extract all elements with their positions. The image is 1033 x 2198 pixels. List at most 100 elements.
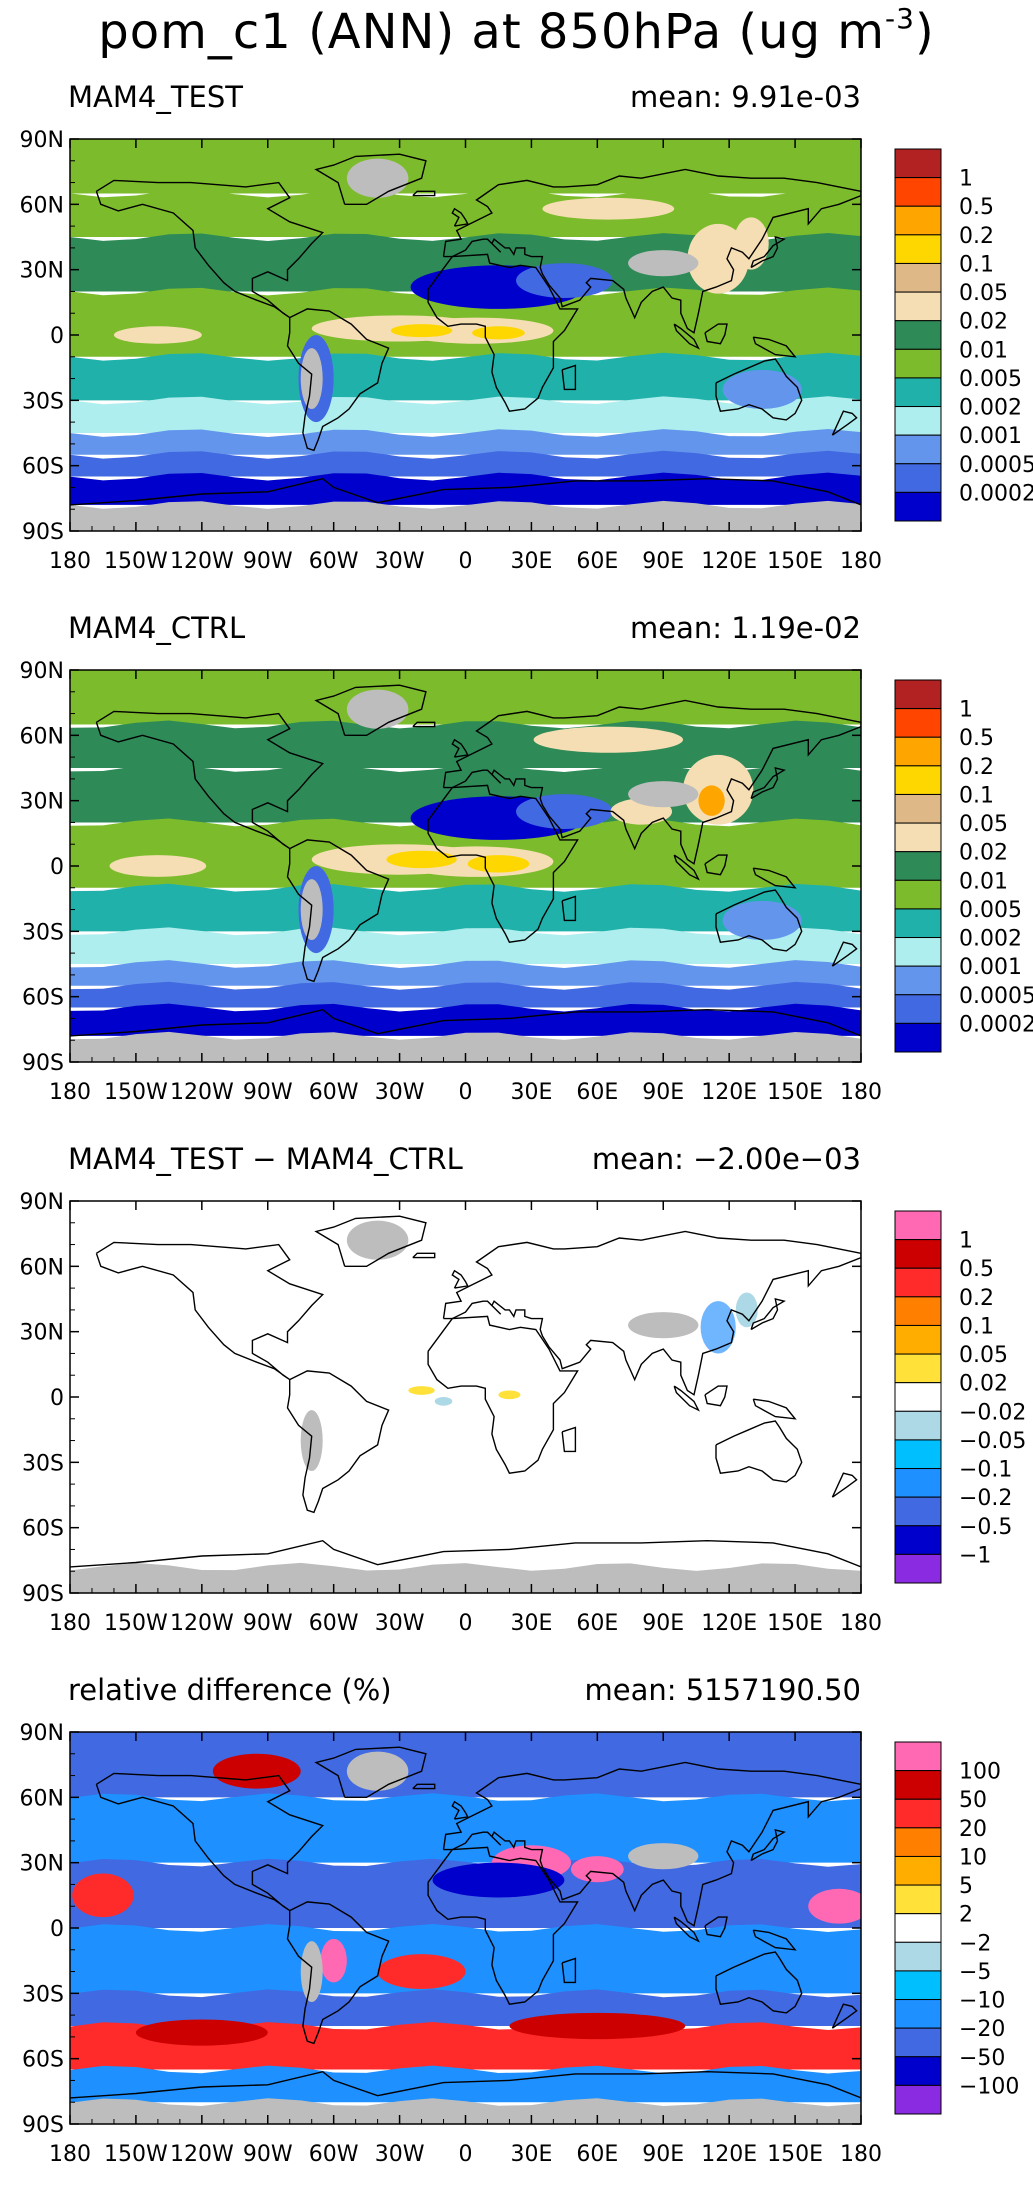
coastline-sumatra	[673, 323, 700, 350]
colorbar-label: −20	[959, 2017, 1005, 2042]
y-tick-label: 0	[50, 1917, 64, 1942]
colorbar-box	[894, 1770, 942, 1800]
colorbar-label: 0.0005	[959, 453, 1033, 478]
x-tick-label: 150W	[104, 2142, 168, 2167]
colorbar-box	[894, 1941, 942, 1972]
colorbar-box	[894, 1382, 942, 1412]
field-feature	[346, 1751, 409, 1791]
colorbar-box	[894, 1239, 942, 1269]
x-tick-label: 90E	[642, 1080, 684, 1105]
colorbar-label: 0.2	[959, 1286, 994, 1311]
colorbar-box	[894, 491, 942, 522]
coastline-greenland	[314, 1215, 427, 1268]
field-feature	[628, 1312, 699, 1339]
colorbar-label: −0.5	[959, 1515, 1012, 1540]
figure-title: pom_c1 (ANN) at 850hPa (ug m-3)	[0, 0, 1033, 70]
colorbar-box	[894, 406, 942, 436]
colorbar-box	[894, 1525, 942, 1555]
field-feature	[516, 794, 613, 829]
field-feature	[700, 1301, 736, 1354]
colorbar-box	[894, 736, 942, 767]
zonal-band	[70, 960, 861, 986]
colorbar-box	[894, 879, 942, 910]
colorbar-box	[894, 434, 942, 465]
coastline-south-america	[286, 839, 390, 983]
colorbar-label: 50	[959, 1788, 987, 1813]
field-layer	[70, 1732, 861, 2124]
colorbar-label: 0.5	[959, 1257, 994, 1282]
coastline-new-zealand	[831, 2003, 858, 2029]
x-tick-label: 180	[49, 2142, 91, 2167]
field-feature	[346, 158, 409, 198]
colorbar-box	[894, 822, 942, 853]
colorbar-label: 0.05	[959, 1343, 1008, 1368]
x-tick-label: 0	[459, 1611, 473, 1636]
coastline-antarctica	[70, 1008, 861, 1037]
colorbar-box	[894, 765, 942, 795]
zonal-band	[70, 981, 861, 1008]
map-plot-ctrl: 180 150W 120W 90W 60W 30W 0 30E 60E 90E 120E 150E 18…	[20, 659, 1033, 1105]
y-tick-label: 0	[50, 324, 64, 349]
zonal-band	[70, 1989, 861, 2026]
coastline-africa	[427, 1846, 579, 2005]
y-tick-label: 60N	[20, 1786, 64, 1811]
x-tick-label: 60E	[576, 2142, 618, 2167]
y-tick-label: 90N	[20, 128, 64, 153]
x-tick-label: 60E	[576, 1080, 618, 1105]
x-tick-label: 30W	[375, 549, 425, 574]
x-tick-label: 60W	[309, 1080, 359, 1105]
colorbar-box	[894, 177, 942, 207]
colorbar-box	[894, 994, 942, 1024]
colorbar-box	[894, 234, 942, 264]
colorbar-box	[894, 320, 942, 350]
x-tick-label: 120E	[701, 549, 757, 574]
x-tick-label: 30E	[510, 1080, 552, 1105]
coastline-borneo	[704, 854, 728, 876]
y-tick-label: 30S	[22, 1451, 64, 1476]
coastline-south-america	[286, 1901, 390, 2045]
zonal-band	[70, 883, 861, 932]
map-panel-test: MAM4_TEST mean: 9.91e-03 180 150W 120W 90W 6…	[0, 75, 1033, 605]
coastline-greenland	[314, 153, 427, 206]
coastline-eurasia	[442, 168, 861, 334]
colorbar-box	[894, 937, 942, 967]
colorbar-box	[894, 348, 942, 379]
coastline-sumatra	[673, 1385, 700, 1412]
colorbar-label: −2	[959, 1931, 991, 1956]
colorbar-label: 0.2	[959, 755, 994, 780]
zonal-band	[70, 1924, 861, 1994]
figure-title-superscript: -3	[885, 2, 915, 35]
colorbar-box	[894, 851, 942, 881]
coastline-sumatra	[673, 1916, 700, 1943]
x-tick-label: 150W	[104, 1080, 168, 1105]
coastline-antarctica	[70, 2070, 861, 2099]
colorbar-box	[894, 1970, 942, 2001]
colorbar-box	[894, 679, 942, 710]
coastline-new-guinea	[752, 1398, 797, 1420]
panel-title: MAM4_TEST	[68, 80, 243, 114]
x-tick-label: 120W	[170, 1611, 234, 1636]
coastline-uk	[451, 1269, 469, 1289]
colorbar-box	[894, 2027, 942, 2058]
colorbar-box	[894, 1353, 942, 1384]
field-feature	[386, 850, 457, 869]
colorbar-label: −0.05	[959, 1429, 1026, 1454]
colorbar-label: −50	[959, 2046, 1005, 2071]
coastline-uk	[451, 1800, 469, 1820]
x-tick-label: 90E	[642, 1611, 684, 1636]
coastline-japan	[750, 236, 786, 269]
coastline-greenland	[314, 684, 427, 737]
x-tick-label: 150W	[104, 1611, 168, 1636]
field-feature	[109, 855, 207, 877]
colorbar-label: −100	[959, 2074, 1019, 2099]
coastline-africa	[427, 784, 579, 943]
coastline-australia	[715, 1420, 803, 1483]
coastline-madagascar	[561, 895, 577, 922]
field-feature	[72, 1873, 134, 1918]
map-plot-reldiff: 180 150W 120W 90W 60W 30W 0 30E 60E 90E 120E 150E 18…	[20, 1721, 1020, 2167]
field-feature	[628, 250, 699, 277]
coastline-borneo	[704, 323, 728, 345]
x-tick-label: 120W	[170, 549, 234, 574]
zonal-band	[70, 927, 861, 964]
zonal-band	[70, 670, 861, 725]
